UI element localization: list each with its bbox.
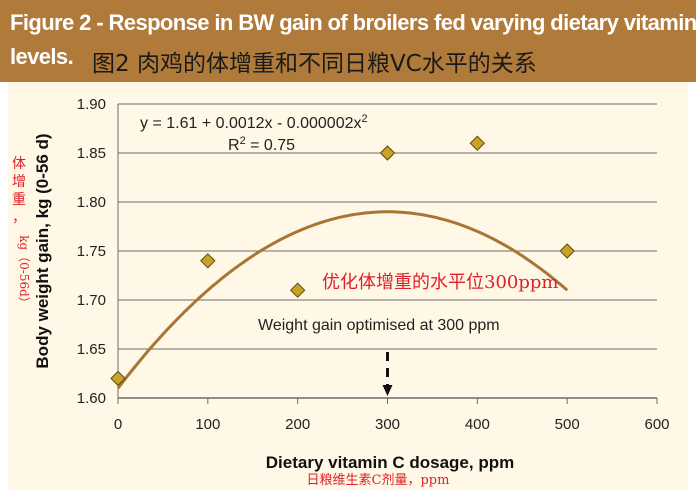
fit-equation-text: y = 1.61 + 0.0012x - 0.000002x xyxy=(140,115,362,132)
y-axis-chinese-char: 体 xyxy=(12,156,26,172)
figure-title-chinese: 图2 肉鸡的体增重和不同日粮VC水平的关系 xyxy=(92,51,537,77)
fit-equation: y = 1.61 + 0.0012x - 0.000002x2 xyxy=(140,113,368,132)
y-axis-title-chinese-vertical: 体增重 ， xyxy=(12,156,26,226)
y-tick-labels: 1.60 1.65 1.70 1.75 1.80 1.85 1.90 xyxy=(77,96,106,407)
x-axis-title-chinese: 日粮维生素C剂量，ppm xyxy=(307,473,450,488)
x-tick-400: 400 xyxy=(465,416,490,433)
y-tick-1.75: 1.75 xyxy=(77,243,106,260)
x-tick-300: 300 xyxy=(375,416,400,433)
y-tick-1.80: 1.80 xyxy=(77,194,106,211)
figure-title-line2: levels. xyxy=(10,44,74,69)
fit-equation-exponent: 2 xyxy=(362,113,368,125)
data-points xyxy=(110,135,575,387)
y-axis-chinese-char: ， xyxy=(12,210,26,226)
annotation-arrow-head xyxy=(382,385,393,396)
y-tick-1.60: 1.60 xyxy=(77,390,106,407)
x-tick-600: 600 xyxy=(644,416,669,433)
x-tick-500: 500 xyxy=(555,416,580,433)
y-axis-chinese-char: 重 xyxy=(12,192,26,208)
data-point-400 xyxy=(469,135,486,151)
x-tick-0: 0 xyxy=(114,416,122,433)
data-point-300 xyxy=(379,145,396,161)
y-axis-title-chinese-rotated: kg（0-56d） xyxy=(17,235,31,309)
chart-panel xyxy=(8,82,688,490)
y-axis-chinese-char: 增 xyxy=(12,174,26,190)
r-squared: R2 = 0.75 xyxy=(228,135,295,154)
figure-title-line1: Figure 2 - Response in BW gain of broile… xyxy=(10,10,696,35)
x-axis-title: Dietary vitamin C dosage, ppm xyxy=(266,453,514,472)
annotation-english: Weight gain optimised at 300 ppm xyxy=(258,317,500,334)
r-squared-exponent: 2 xyxy=(240,135,246,147)
y-tick-1.70: 1.70 xyxy=(77,292,106,309)
data-point-100 xyxy=(200,253,216,269)
y-tick-1.90: 1.90 xyxy=(77,96,106,113)
y-tick-1.65: 1.65 xyxy=(77,341,106,358)
fit-curve xyxy=(116,210,569,390)
x-tick-100: 100 xyxy=(195,416,220,433)
data-point-500 xyxy=(559,243,575,259)
figure-header: Figure 2 - Response in BW gain of broile… xyxy=(0,0,696,82)
x-tick-200: 200 xyxy=(285,416,310,433)
x-tick-labels: 0 100 200 300 400 500 600 xyxy=(114,398,670,433)
y-axis-title: Body weight gain, kg (0-56 d) xyxy=(33,133,52,368)
y-tick-1.85: 1.85 xyxy=(77,145,106,162)
data-point-200 xyxy=(289,282,306,298)
annotation-chinese: 优化体增重的水平位300ppm xyxy=(322,272,558,293)
r-squared-prefix: R xyxy=(228,137,240,154)
r-squared-value: = 0.75 xyxy=(246,137,295,154)
data-point-0 xyxy=(110,370,126,387)
